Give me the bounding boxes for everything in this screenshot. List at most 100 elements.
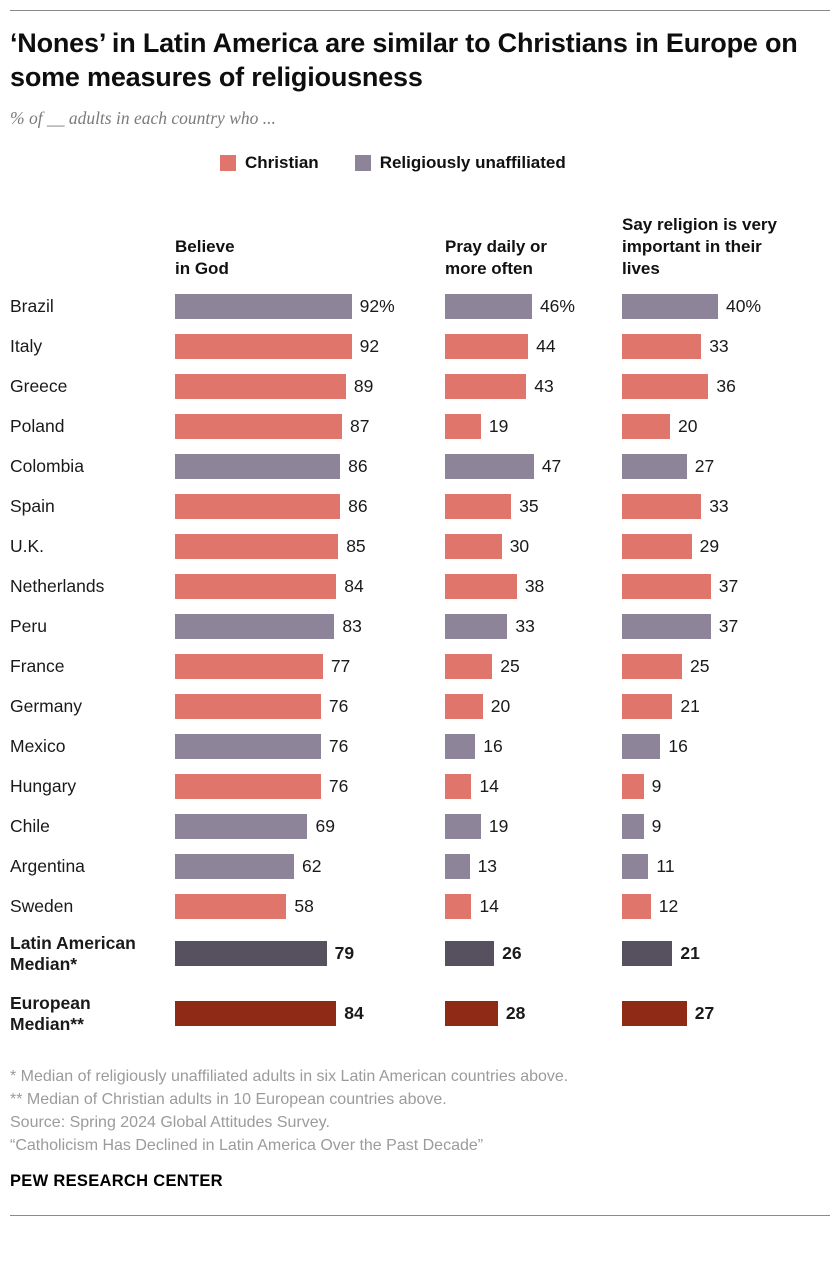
column-header-pray: Pray daily or more often (445, 237, 548, 279)
row-label: Sweden (10, 896, 74, 917)
bar-cell: 28 (445, 1001, 622, 1027)
column-header-believe: Believe in God (175, 237, 235, 279)
bar (175, 454, 341, 480)
bar (445, 941, 495, 967)
bar-value: 79 (334, 943, 355, 964)
chart-row: Italy 92 44 33 (10, 327, 830, 367)
bar-value: 21 (680, 943, 700, 964)
bar-value: 58 (294, 896, 314, 917)
bar-value: 35 (519, 496, 539, 517)
bar-value: 76 (328, 776, 349, 797)
bar-cell: 25 (445, 654, 622, 680)
bar (175, 734, 321, 760)
bar-value: 77 (330, 656, 351, 677)
chart-row: European Median** 84 28 27 (10, 987, 830, 1041)
bar (175, 941, 327, 967)
bar-cell: 76 (175, 694, 445, 720)
bar (622, 334, 702, 360)
bar (445, 734, 476, 760)
bar-value: 12 (658, 896, 679, 917)
bar (622, 494, 702, 520)
row-label: U.K. (10, 536, 45, 557)
chart-subtitle: % of __ adults in each country who ... (10, 107, 276, 128)
bar (445, 414, 481, 440)
bar-cell: 87 (175, 414, 445, 440)
legend-item-unaffiliated: Religiously unaffiliated (354, 153, 566, 173)
bar (445, 494, 512, 520)
row-label: Netherlands (10, 576, 105, 597)
bar-value: 69 (315, 816, 335, 837)
row-label: Italy (10, 336, 43, 357)
bar (622, 614, 711, 640)
bar-cell: 27 (622, 454, 830, 480)
bar-value: 76 (328, 736, 349, 757)
row-label: Latin American Median* (10, 932, 136, 974)
bar (175, 654, 323, 680)
bar-cell: 37 (622, 614, 830, 640)
bar-cell: 47 (445, 454, 622, 480)
bar-cell: 14 (445, 774, 622, 800)
row-label: Peru (10, 616, 47, 637)
bar-cell: 25 (622, 654, 830, 680)
row-label: Greece (10, 376, 68, 397)
chart-row: Peru 83 33 37 (10, 607, 830, 647)
bar-value: 25 (690, 656, 710, 677)
bar-value: 16 (668, 736, 688, 757)
row-label: Chile (10, 816, 50, 837)
chart-row: Germany 76 20 21 (10, 687, 830, 727)
bar-value: 19 (488, 816, 509, 837)
bar (175, 854, 295, 880)
bar (622, 1001, 687, 1027)
bar (622, 694, 673, 720)
bar (622, 734, 661, 760)
bar-value: 43 (534, 376, 554, 397)
bar-cell: 44 (445, 334, 622, 360)
bar (622, 854, 649, 880)
chart-row: Hungary 76 14 9 (10, 767, 830, 807)
bar-cell: 40% (622, 294, 830, 320)
bar (445, 1001, 498, 1027)
bar (175, 534, 339, 560)
chart-row: Latin American Median* 79 26 21 (10, 927, 830, 981)
footnote-latam: * Median of religiously unaffiliated adu… (10, 1067, 569, 1085)
bar-value: 20 (678, 416, 698, 437)
bar-cell: 29 (622, 534, 830, 560)
row-label: Poland (10, 416, 65, 437)
footnotes: * Median of religiously unaffiliated adu… (10, 1065, 830, 1158)
chart-row: Brazil 92% 46% 40% (10, 287, 830, 327)
bottom-rule (10, 1215, 830, 1217)
chart-row: Poland 87 19 20 (10, 407, 830, 447)
bar-cell: 69 (175, 814, 445, 840)
bar (622, 294, 718, 320)
bar (622, 574, 711, 600)
chart-row: Sweden 58 14 12 (10, 887, 830, 927)
bar-value: 62 (302, 856, 322, 877)
bar (175, 1001, 337, 1027)
column-header-importance: Say religion is very important in their … (622, 215, 777, 279)
bar-value: 27 (694, 1003, 715, 1024)
row-label: Brazil (10, 296, 54, 317)
bar (622, 894, 651, 920)
bar-value: 30 (509, 536, 530, 557)
bar-value: 92% (359, 296, 395, 317)
bar-cell: 37 (622, 574, 830, 600)
footnote-europe: ** Median of Christian adults in 10 Euro… (10, 1090, 447, 1108)
bar-value: 46% (539, 296, 575, 317)
bar (175, 894, 287, 920)
bar-cell: 79 (175, 941, 445, 967)
bar-cell: 12 (622, 894, 830, 920)
bar-value: 16 (483, 736, 503, 757)
report-title-note: “Catholicism Has Declined in Latin Ameri… (10, 1137, 484, 1155)
chart-row: Chile 69 19 9 (10, 807, 830, 847)
bar (445, 614, 508, 640)
bar-value: 9 (651, 816, 662, 837)
row-label: Hungary (10, 776, 77, 797)
bar-cell: 36 (622, 374, 830, 400)
bar (622, 814, 644, 840)
bar-value: 29 (699, 536, 720, 557)
top-rule (10, 10, 830, 11)
bar-rows: Brazil 92% 46% 40% Italy 92 44 33 Greece 89 43 36 Po… (10, 287, 830, 1041)
bar-value: 83 (342, 616, 362, 637)
bar-cell: 43 (445, 374, 622, 400)
bar-value: 20 (490, 696, 511, 717)
